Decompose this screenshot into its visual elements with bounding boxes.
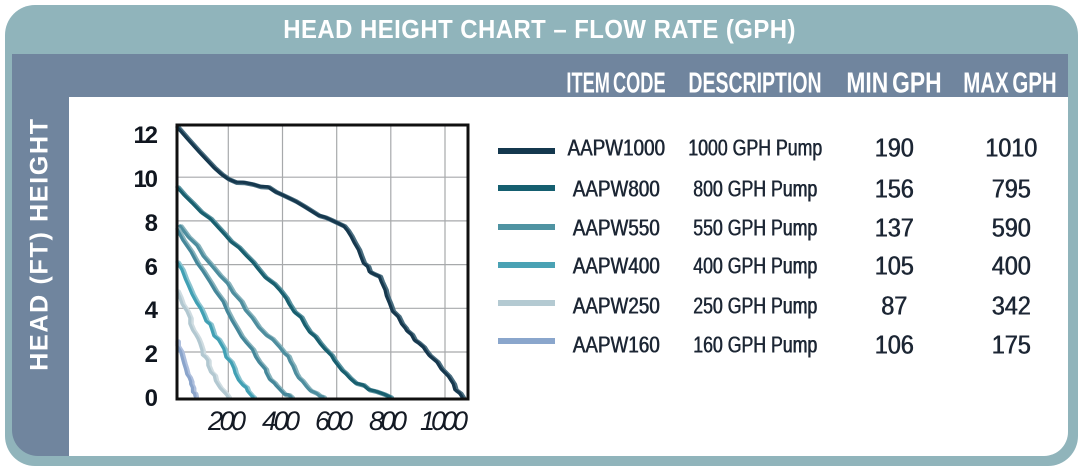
svg-text:800: 800 — [369, 406, 407, 436]
svg-text:6: 6 — [145, 254, 158, 281]
svg-text:200: 200 — [207, 406, 246, 436]
svg-text:10: 10 — [134, 166, 159, 193]
svg-text:0: 0 — [145, 385, 158, 412]
svg-text:2: 2 — [145, 341, 158, 368]
svg-text:1000: 1000 — [420, 406, 468, 436]
svg-text:8: 8 — [145, 210, 158, 237]
svg-text:600: 600 — [315, 406, 353, 436]
svg-text:12: 12 — [134, 122, 159, 149]
svg-text:4: 4 — [145, 297, 159, 324]
svg-text:400: 400 — [262, 406, 300, 436]
